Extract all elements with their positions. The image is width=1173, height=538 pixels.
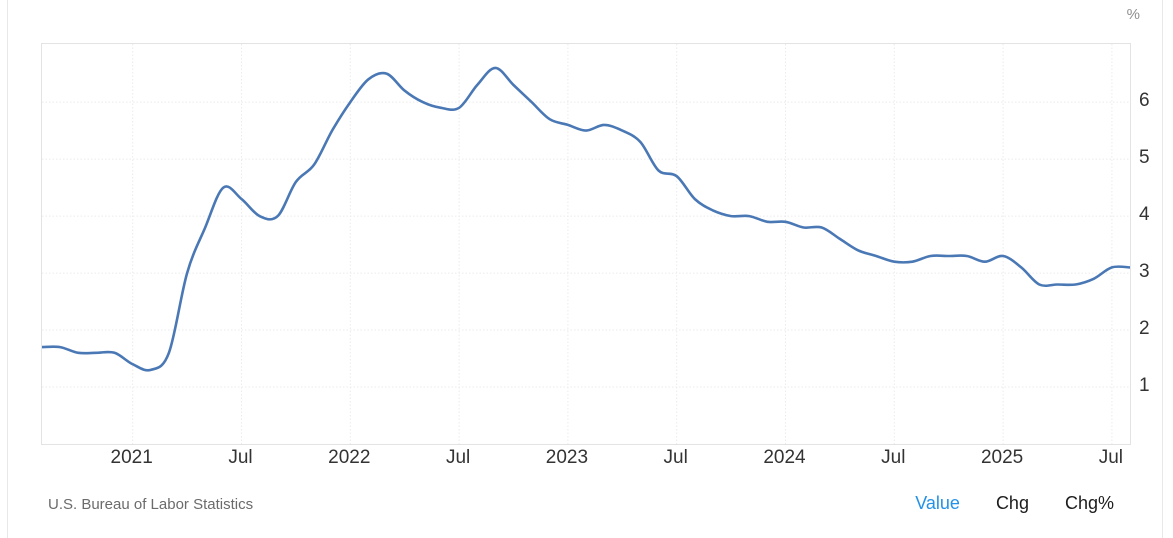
source-attribution: U.S. Bureau of Labor Statistics xyxy=(48,496,254,513)
display-mode-links: Value Chg Chg% xyxy=(915,493,1114,514)
mode-chg-link[interactable]: Chg xyxy=(995,493,1029,513)
y-axis-unit-label: % xyxy=(1126,6,1140,23)
y-axis-tick-label: 4 xyxy=(1139,204,1150,226)
y-axis-tick-label: 6 xyxy=(1139,90,1150,112)
y-axis-tick-label: 2 xyxy=(1139,318,1150,339)
x-axis-tick-label: 2025 xyxy=(980,447,1024,468)
mode-chgpct-link[interactable]: Chg% xyxy=(1064,493,1114,513)
x-axis-tick-label: Jul xyxy=(663,447,688,468)
x-axis-tick-label: Jul xyxy=(228,447,253,468)
plot-area xyxy=(41,43,1131,445)
line-chart-svg xyxy=(42,44,1130,444)
mode-value-link[interactable]: Value xyxy=(915,493,960,513)
y-axis-tick-label: 1 xyxy=(1139,375,1150,396)
x-axis-tick-label: Jul xyxy=(445,447,471,468)
y-axis-tick-label: 3 xyxy=(1139,261,1150,283)
data-series-line xyxy=(42,66,1130,372)
x-axis-tick-label: Jul xyxy=(1098,447,1124,468)
chart-panel: % 1 2 3 4 5 6 2021 Jul 2022 Jul 2023 Jul 2024 Jul 202… xyxy=(7,0,1163,538)
x-axis-tick-label: 2024 xyxy=(763,447,806,468)
x-axis-tick-label: Jul xyxy=(881,447,906,468)
y-axis-tick-label: 5 xyxy=(1139,147,1150,169)
x-axis-tick-label: 2023 xyxy=(545,447,589,468)
x-axis-tick-label: 2022 xyxy=(328,447,371,468)
x-axis-tick-label: 2021 xyxy=(110,447,153,468)
